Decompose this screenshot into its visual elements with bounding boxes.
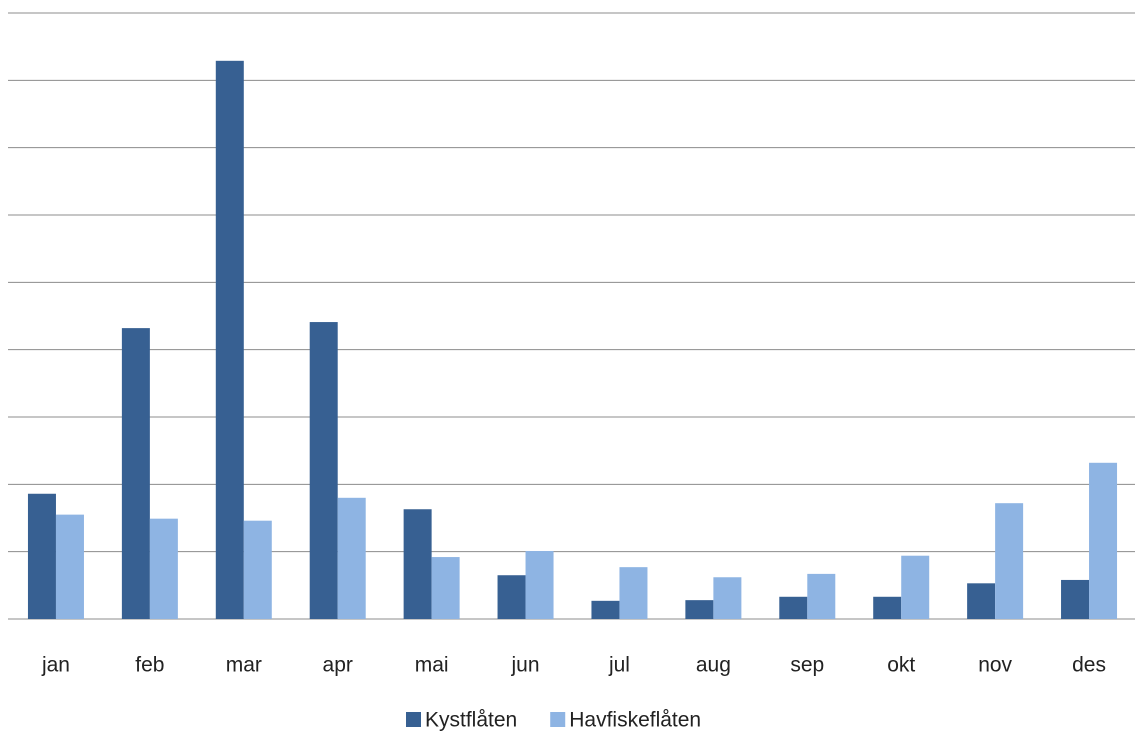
bar xyxy=(431,557,460,619)
legend-label: Kystflåten xyxy=(425,709,517,732)
bar xyxy=(591,600,620,619)
bar xyxy=(995,503,1024,619)
x-tick-label: aug xyxy=(696,654,731,677)
bar xyxy=(619,567,648,619)
bar xyxy=(807,573,836,619)
x-tick-label: des xyxy=(1072,654,1106,677)
bar xyxy=(713,577,742,619)
bar xyxy=(309,322,338,619)
bar xyxy=(497,575,526,619)
x-tick-label: jun xyxy=(511,654,540,677)
x-tick-label: mai xyxy=(415,654,449,677)
bar xyxy=(55,514,84,619)
x-tick-label: feb xyxy=(135,654,164,677)
x-tick-label: sep xyxy=(790,654,824,677)
bar xyxy=(243,520,272,619)
bar xyxy=(779,596,808,619)
bar xyxy=(967,583,996,619)
x-tick-label: apr xyxy=(323,654,353,677)
x-tick-label: jan xyxy=(41,654,70,677)
bar xyxy=(901,555,930,619)
bar xyxy=(685,600,714,619)
legend-label: Havfiskeflåten xyxy=(569,709,701,732)
bar xyxy=(215,60,244,620)
bar xyxy=(403,509,432,619)
bar xyxy=(1089,462,1118,619)
bar xyxy=(149,518,178,619)
bar xyxy=(337,497,366,619)
x-tick-label: okt xyxy=(887,654,915,677)
bar xyxy=(873,596,902,619)
legend-swatch xyxy=(550,712,566,727)
legend-swatch xyxy=(406,712,421,727)
bar xyxy=(525,550,554,619)
x-tick-label: jul xyxy=(608,654,630,677)
x-tick-label: nov xyxy=(978,654,1012,677)
x-tick-label: mar xyxy=(226,654,262,677)
bar xyxy=(27,493,56,619)
bar xyxy=(1061,579,1090,619)
bar xyxy=(121,328,150,619)
